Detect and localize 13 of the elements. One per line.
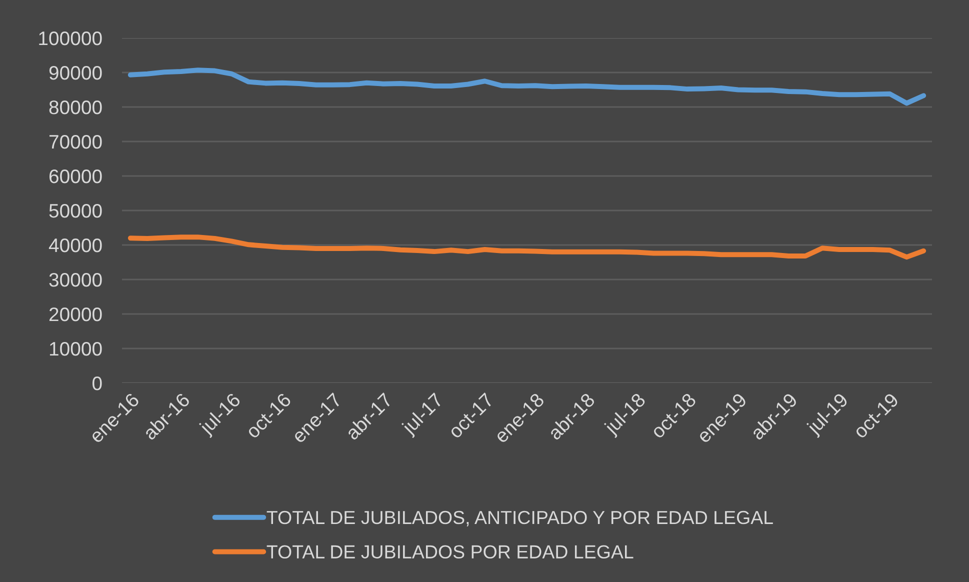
legend-label: TOTAL DE JUBILADOS, ANTICIPADO Y POR EDAD LEGAL bbox=[266, 510, 773, 526]
y-tick-label: 0 bbox=[92, 376, 102, 390]
y-tick-label: 70000 bbox=[49, 134, 102, 149]
y-tick-label: 80000 bbox=[49, 100, 102, 114]
y-tick-label: 90000 bbox=[49, 66, 102, 80]
y-tick-label: 10000 bbox=[50, 342, 102, 356]
y-tick-label: 60000 bbox=[49, 169, 102, 184]
y-tick-label: 50000 bbox=[49, 204, 102, 218]
y-tick-label: 100000 bbox=[39, 31, 102, 46]
y-tick-label: 30000 bbox=[49, 272, 102, 287]
y-tick-label: 20000 bbox=[49, 307, 102, 322]
legend-label: TOTAL DE JUBILADOS POR EDAD LEGAL bbox=[266, 545, 634, 559]
y-tick-label: 40000 bbox=[48, 238, 102, 252]
